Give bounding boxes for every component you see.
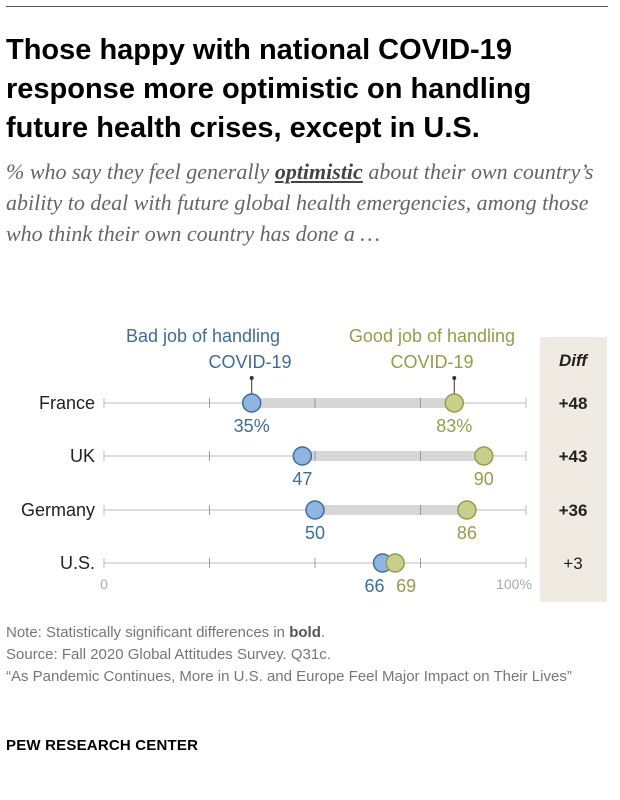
diff-column-background [540, 337, 607, 602]
diff-value: +48 [559, 394, 588, 413]
top-rule [6, 6, 608, 7]
bad-job-dot [241, 393, 262, 413]
good-job-value-label: 90 [474, 469, 494, 489]
subtitle-emphasis: optimistic [274, 159, 363, 184]
diff-value: +3 [563, 554, 582, 573]
legend-bad-line-2: COVID-19 [208, 352, 291, 372]
x-tick-label: 100% [496, 576, 532, 592]
category-label: UK [70, 446, 95, 466]
note-prefix: Note: Statistically significant differen… [6, 624, 290, 641]
good-job-dot [444, 393, 465, 413]
range-bar [251, 398, 455, 408]
subtitle-text-after: about their own country’s ability to dea… [6, 159, 594, 246]
category-label: U.S. [60, 553, 95, 573]
diff-value: +36 [559, 501, 588, 520]
note-bold-word: bold [289, 624, 321, 641]
range-bar [302, 451, 484, 461]
bad-job-dot [305, 500, 325, 520]
category-label: France [39, 393, 95, 413]
legend-good-leader-dot [452, 376, 457, 380]
pew-research-center-logo: PEW RESEARCH CENTER [6, 737, 199, 754]
bad-job-value-label: 35% [234, 416, 270, 436]
report-title-line: “As Pandemic Continues, More in U.S. and… [6, 668, 572, 685]
bad-job-value-label: 66 [365, 576, 385, 596]
good-job-value-label: 86 [457, 523, 477, 543]
bad-job-dot [292, 446, 313, 466]
bad-job-value-label: 47 [292, 469, 312, 489]
good-job-dot [457, 500, 477, 520]
legend-good-line-2: COVID-19 [390, 352, 473, 372]
good-job-dot [385, 553, 405, 573]
x-tick-label: 0 [100, 576, 108, 592]
legend-good-line-1: Good job of handling [349, 326, 515, 346]
note-line: Note: Statistically significant differen… [6, 622, 606, 644]
chart-subtitle: % who say they feel generally optimistic… [6, 156, 606, 249]
diff-header: Diff [559, 351, 589, 370]
legend-bad-leader-dot [249, 376, 254, 380]
good-job-value-label: 83% [436, 416, 472, 436]
dot-plot-chart: Diff Bad job of handling COVID-19 Good job … [21, 326, 607, 602]
good-job-dot [474, 446, 494, 466]
category-label: Germany [21, 500, 95, 520]
bad-job-value-label: 50 [305, 523, 325, 543]
chart-notes: Note: Statistically significant differen… [6, 622, 606, 688]
subtitle-text-before: % who say they feel generally [6, 159, 275, 184]
good-job-value-label: 69 [396, 576, 416, 596]
legend-bad-line-1: Bad job of handling [126, 326, 280, 346]
diff-value: +43 [559, 447, 588, 466]
note-suffix: . [320, 624, 326, 641]
chart-title: Those happy with national COVID-19 respo… [6, 34, 532, 144]
range-bar [315, 505, 467, 515]
source-line: Source: Fall 2020 Global Attitudes Surve… [6, 646, 331, 663]
